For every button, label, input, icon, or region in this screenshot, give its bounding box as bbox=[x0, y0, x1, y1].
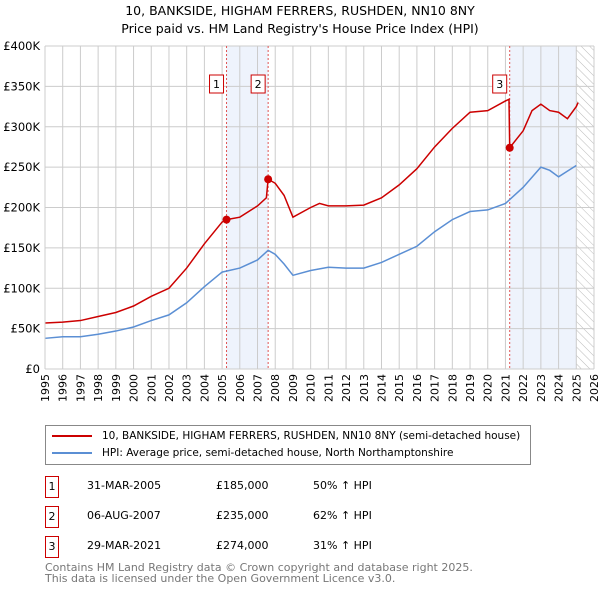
x-tick-label: 2023 bbox=[535, 374, 548, 402]
x-tick-label: 2003 bbox=[181, 374, 194, 402]
series-line bbox=[44, 164, 577, 340]
legend-label-hpi: HPI: Average price, semi-detached house,… bbox=[102, 447, 454, 459]
x-tick-label: 2021 bbox=[499, 374, 512, 402]
x-tick-label: 2020 bbox=[482, 374, 495, 402]
sale-point bbox=[222, 215, 231, 224]
x-tick-label: 1998 bbox=[92, 374, 105, 402]
y-tick-label: £300K bbox=[3, 120, 40, 134]
footer-copyright: Contains HM Land Registry data © Crown c… bbox=[45, 561, 473, 574]
series-line bbox=[44, 98, 579, 324]
sale-date: 06-AUG-2007 bbox=[87, 509, 161, 522]
sale-marker-label: 2 bbox=[45, 506, 59, 528]
sale-hpi: 50% ↑ HPI bbox=[313, 479, 372, 492]
y-tick-label: £150K bbox=[3, 241, 40, 255]
x-tick-label: 2007 bbox=[252, 374, 265, 402]
sale-hpi: 62% ↑ HPI bbox=[313, 509, 372, 522]
legend: 10, BANKSIDE, HIGHAM FERRERS, RUSHDEN, N… bbox=[45, 425, 531, 465]
plot-area: 1995 1996 1997 1998 1999 2000 2001 2002 2003 2004… bbox=[3, 39, 600, 402]
sale-marker-label: 1 bbox=[45, 476, 59, 498]
y-tick-label: £250K bbox=[3, 160, 40, 174]
sale-marker-box bbox=[250, 74, 266, 94]
x-tick-label: 2022 bbox=[517, 374, 530, 402]
x-tick-label: 2005 bbox=[216, 374, 229, 402]
x-tick-label: 2013 bbox=[358, 374, 371, 402]
chart-subtitle: Price paid vs. HM Land Registry's House … bbox=[121, 21, 479, 36]
y-tick-label: £0 bbox=[25, 362, 40, 376]
sale-point bbox=[264, 175, 273, 184]
sale-marker-box bbox=[492, 74, 508, 94]
x-tick-label: 2014 bbox=[375, 374, 388, 402]
sale-marker-box bbox=[209, 74, 225, 94]
footer-licence: This data is licensed under the Open Gov… bbox=[45, 572, 396, 585]
y-tick-label: £400K bbox=[3, 39, 40, 53]
x-tick-label: 2015 bbox=[393, 374, 406, 402]
x-tick-label: 2018 bbox=[446, 374, 459, 402]
sale-marker-label: 3 bbox=[45, 536, 59, 558]
sale-marker-number: 1 bbox=[213, 78, 220, 91]
sale-marker-number: 3 bbox=[496, 78, 503, 91]
x-tick-label: 2009 bbox=[287, 374, 300, 402]
sale-price: £235,000 bbox=[216, 509, 269, 522]
x-tick-label: 2011 bbox=[322, 374, 335, 402]
x-tick-label: 2002 bbox=[163, 374, 176, 402]
y-tick-label: £100K bbox=[3, 281, 40, 295]
x-tick-label: 2019 bbox=[464, 374, 477, 402]
x-tick-label: 2017 bbox=[429, 374, 442, 402]
sale-point bbox=[505, 143, 514, 152]
x-tick-label: 2001 bbox=[145, 374, 158, 402]
sale-date: 29-MAR-2021 bbox=[87, 539, 162, 552]
legend-swatch-hpi bbox=[52, 452, 92, 454]
x-tick-label: 2004 bbox=[198, 374, 211, 402]
chart-title: 10, BANKSIDE, HIGHAM FERRERS, RUSHDEN, N… bbox=[125, 3, 475, 18]
y-tick-label: £50K bbox=[11, 322, 41, 336]
x-tick-label: 2025 bbox=[570, 374, 583, 402]
x-tick-label: 2010 bbox=[305, 374, 318, 402]
sale-price: £274,000 bbox=[216, 539, 269, 552]
x-tick-label: 2026 bbox=[588, 374, 600, 402]
x-tick-label: 1995 bbox=[39, 374, 52, 402]
x-tick-label: 1996 bbox=[57, 374, 70, 402]
x-tick-label: 2008 bbox=[269, 374, 282, 402]
sale-marker-number: 2 bbox=[255, 78, 262, 91]
legend-swatch-property bbox=[52, 435, 92, 437]
x-tick-label: 2006 bbox=[234, 374, 247, 402]
x-tick-label: 2024 bbox=[553, 374, 566, 402]
sale-date: 31-MAR-2005 bbox=[87, 479, 162, 492]
legend-label-property: 10, BANKSIDE, HIGHAM FERRERS, RUSHDEN, N… bbox=[102, 430, 521, 442]
sale-hpi: 31% ↑ HPI bbox=[313, 539, 372, 552]
x-tick-label: 1997 bbox=[74, 374, 87, 402]
sale-price: £185,000 bbox=[216, 479, 269, 492]
x-tick-label: 2016 bbox=[411, 374, 424, 402]
x-tick-label: 2012 bbox=[340, 374, 353, 402]
y-tick-label: £350K bbox=[3, 79, 40, 93]
y-tick-label: £200K bbox=[3, 201, 40, 215]
x-tick-label: 2000 bbox=[128, 374, 141, 402]
x-tick-label: 1999 bbox=[110, 374, 123, 402]
